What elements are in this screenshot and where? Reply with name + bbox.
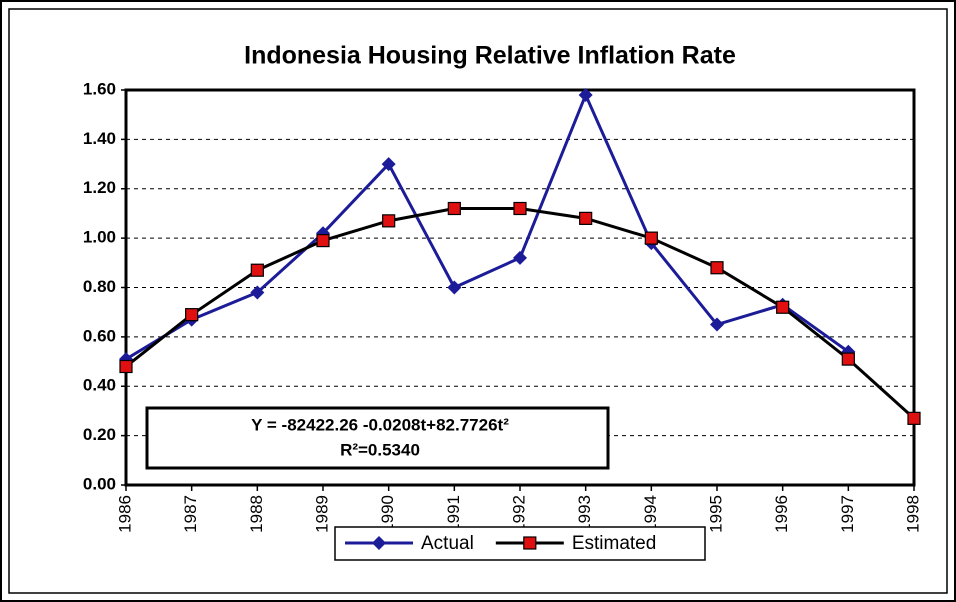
y-tick-label: 1.40 xyxy=(83,129,116,148)
marker xyxy=(710,261,724,275)
x-tick-label: 1986 xyxy=(115,495,134,533)
equation: Y = -82422.26 -0.0208t+82.7726t² xyxy=(251,415,509,434)
marker xyxy=(119,359,133,374)
marker xyxy=(381,157,396,172)
marker xyxy=(523,536,537,550)
x-tick-label: 1996 xyxy=(772,495,791,533)
series-line xyxy=(125,91,850,361)
x-tick-label: 1998 xyxy=(903,495,922,533)
marker xyxy=(447,280,462,295)
marker xyxy=(578,87,593,102)
chart-title: Indonesia Housing Relative Inflation Rat… xyxy=(244,42,736,70)
marker xyxy=(316,233,330,248)
y-tick-label: 0.60 xyxy=(83,326,116,345)
x-tick-label: 1997 xyxy=(838,495,857,533)
marker xyxy=(185,308,199,322)
marker xyxy=(250,285,265,300)
marker xyxy=(710,317,724,332)
x-tick-label: 1992 xyxy=(509,495,528,533)
inner-frame xyxy=(8,8,948,594)
marker xyxy=(513,201,527,216)
x-tick-label: 1994 xyxy=(641,495,660,533)
y-tick-label: 0.20 xyxy=(83,425,116,444)
equation-box xyxy=(145,406,610,470)
marker xyxy=(382,214,396,228)
x-tick-label: 1990 xyxy=(378,495,397,533)
y-tick-label: 0.40 xyxy=(83,376,116,395)
marker xyxy=(372,536,386,550)
x-tick-label: 1993 xyxy=(575,495,594,533)
marker xyxy=(513,250,527,265)
equation: R²=0.5340 xyxy=(340,440,420,459)
x-tick-label: 1989 xyxy=(312,495,331,533)
y-tick-label: 0.80 xyxy=(83,277,116,296)
y-tick-label: 1.20 xyxy=(83,178,116,197)
marker xyxy=(907,411,921,425)
x-tick-label: 1991 xyxy=(444,495,463,533)
marker xyxy=(447,201,461,216)
marker xyxy=(776,300,790,314)
marker xyxy=(250,263,264,277)
x-tick-label: 1987 xyxy=(181,495,200,533)
y-tick-label: 0.00 xyxy=(83,474,116,493)
y-tick-label: 1.00 xyxy=(83,228,116,247)
x-tick-label: 1995 xyxy=(706,495,725,533)
marker xyxy=(841,352,855,366)
legend-label: Actual xyxy=(421,533,474,554)
marker xyxy=(579,211,593,225)
x-tick-label: 1988 xyxy=(247,495,266,533)
legend-label: Estimated xyxy=(572,533,656,554)
marker xyxy=(644,231,658,245)
y-tick-label: 1.60 xyxy=(83,79,116,98)
